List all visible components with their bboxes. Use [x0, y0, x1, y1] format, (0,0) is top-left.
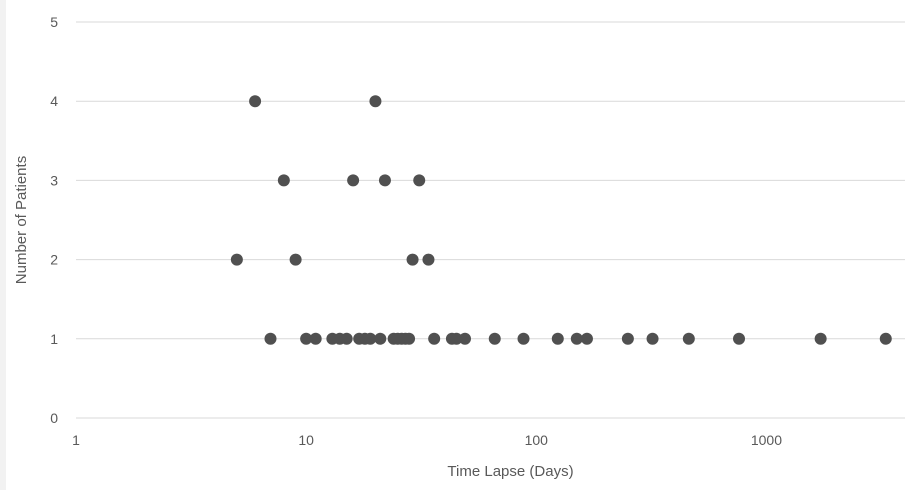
data-point — [403, 332, 416, 345]
data-point — [517, 332, 530, 345]
data-point — [378, 174, 391, 187]
data-point — [682, 332, 695, 345]
data-point — [580, 332, 593, 345]
data-point — [309, 332, 322, 345]
data-point — [570, 332, 583, 345]
y-tick-label: 1 — [50, 331, 58, 347]
x-tick-label: 1 — [72, 432, 80, 448]
data-point — [340, 332, 353, 345]
data-point — [413, 174, 426, 187]
data-point — [551, 332, 564, 345]
data-point — [230, 253, 243, 266]
y-axis-title: Number of Patients — [13, 156, 30, 284]
data-point — [406, 253, 419, 266]
data-point — [733, 332, 746, 345]
data-point — [458, 332, 471, 345]
y-tick-label: 3 — [50, 172, 58, 188]
y-tick-label: 0 — [50, 410, 58, 426]
data-point — [289, 253, 302, 266]
data-point — [369, 95, 382, 108]
y-tick-label: 5 — [50, 14, 58, 30]
data-point — [422, 253, 435, 266]
data-point — [646, 332, 659, 345]
data-point — [249, 95, 262, 108]
gridlines — [76, 21, 905, 419]
data-point — [450, 332, 463, 345]
x-tick-label: 1000 — [751, 432, 782, 448]
y-tick-label: 2 — [50, 252, 58, 268]
data-point — [300, 332, 313, 345]
data-point — [879, 332, 892, 345]
x-tick-label: 10 — [298, 432, 314, 448]
data-point — [621, 332, 634, 345]
x-tick-labels: 1 10 100 1000 — [72, 432, 782, 448]
data-point — [277, 174, 290, 187]
y-tick-label: 4 — [50, 93, 58, 109]
y-tick-labels: 0 1 2 3 4 5 — [50, 14, 58, 426]
data-point — [347, 174, 360, 187]
x-tick-label: 100 — [525, 432, 549, 448]
data-point — [374, 332, 387, 345]
data-point — [428, 332, 441, 345]
data-points — [230, 95, 892, 345]
data-point — [814, 332, 827, 345]
data-point — [264, 332, 277, 345]
data-point — [364, 332, 377, 345]
data-point — [488, 332, 501, 345]
x-axis-title: Time Lapse (Days) — [447, 463, 573, 480]
